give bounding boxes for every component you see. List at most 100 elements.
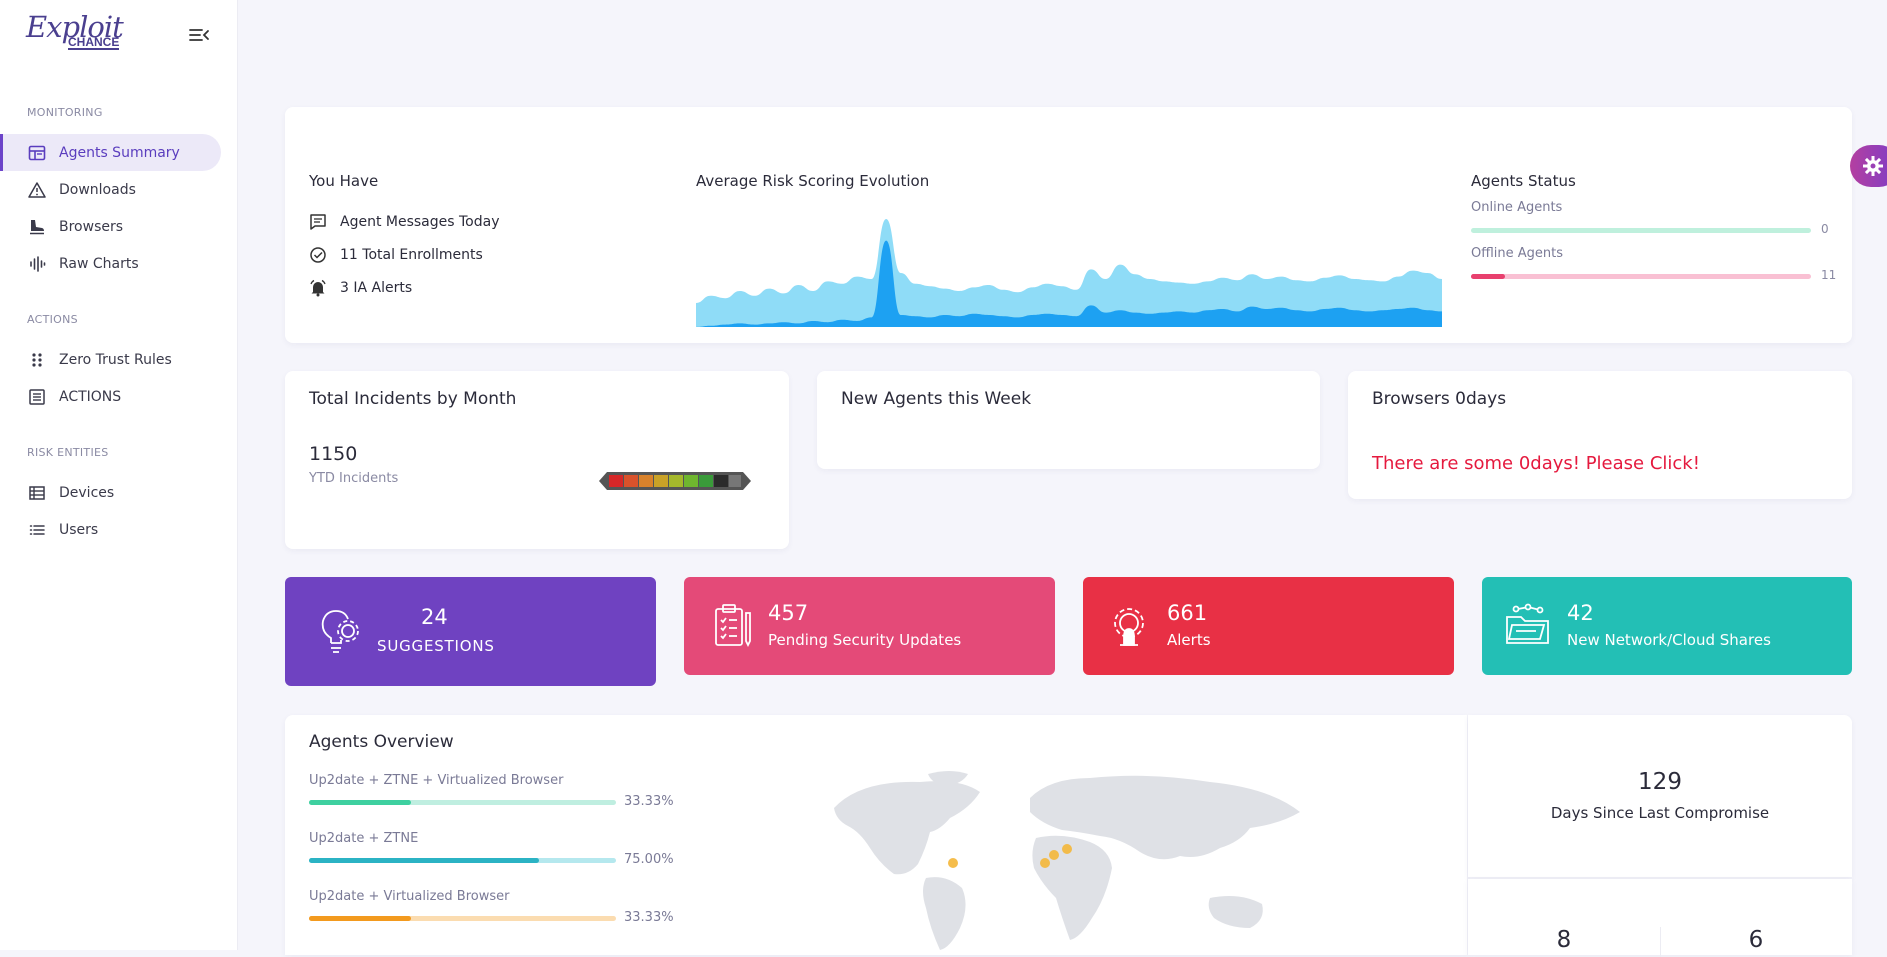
- brand-line1: Exploit: [26, 10, 124, 44]
- suggestions-tile[interactable]: 24 SUGGESTIONS: [285, 577, 656, 686]
- agents-overview-title: Agents Overview: [309, 732, 454, 752]
- compromise-bottom-card: 8 6: [1468, 879, 1852, 957]
- settings-button[interactable]: [1850, 145, 1887, 187]
- risk-gauge-icon: [599, 472, 751, 490]
- incidents-value: 1150: [309, 443, 358, 465]
- offline-agents-value: 11: [1821, 268, 1837, 282]
- bottom-left-value: 8: [1556, 927, 1572, 953]
- you-have-item-enrollments: 11 Total Enrollments: [309, 246, 483, 264]
- overview-row-pct: 75.00%: [624, 852, 674, 867]
- offline-agents-fill: [1471, 274, 1505, 279]
- check-circle-icon: [309, 246, 327, 264]
- overview-row-fill: [309, 858, 540, 863]
- skate-icon: [28, 218, 46, 236]
- online-agents-bar: [1471, 228, 1811, 233]
- overview-row-bar: [309, 800, 616, 805]
- alerts-tile[interactable]: 661 Alerts: [1083, 577, 1454, 675]
- sidebar-item-label: Agents Summary: [59, 144, 180, 161]
- you-have-label: 11 Total Enrollments: [340, 247, 483, 263]
- risk-area-chart: [696, 219, 1442, 327]
- new-agents-title: New Agents this Week: [841, 389, 1032, 409]
- menu-collapse-icon[interactable]: [188, 26, 210, 44]
- security-updates-label: Pending Security Updates: [768, 631, 962, 649]
- network-shares-tile[interactable]: 42 New Network/Cloud Shares: [1482, 577, 1852, 675]
- offline-agents-label: Offline Agents: [1471, 246, 1564, 261]
- section-monitoring: MONITORING: [27, 106, 103, 119]
- section-actions: ACTIONS: [27, 313, 78, 326]
- compromise-value: 129: [1638, 769, 1682, 795]
- you-have-label: Agent Messages Today: [340, 214, 500, 230]
- sidebar-item-label: Downloads: [59, 181, 136, 198]
- alerts-value: 661: [1167, 601, 1208, 625]
- list-icon: [28, 521, 46, 539]
- overview-row-label: Up2date + ZTNE + Virtualized Browser: [309, 773, 564, 788]
- suggestions-label: SUGGESTIONS: [377, 637, 495, 655]
- brand-logo[interactable]: Exploit CHANCE: [26, 10, 146, 52]
- sidebar-item-devices[interactable]: Devices: [0, 474, 221, 511]
- sidebar-item-zero-trust-rules[interactable]: Zero Trust Rules: [0, 341, 221, 378]
- sidebar-item-raw-charts[interactable]: Raw Charts: [0, 245, 221, 282]
- divider: [1660, 927, 1661, 957]
- agents-status-title: Agents Status: [1471, 172, 1576, 190]
- alerts-label: Alerts: [1167, 631, 1211, 649]
- overview-row-pct: 33.33%: [624, 794, 674, 809]
- gear-icon: [1862, 155, 1884, 181]
- world-map: [834, 771, 1300, 950]
- grid-dots-icon: [28, 351, 46, 369]
- folder-share-icon: [1506, 603, 1549, 644]
- overview-row-fill: [309, 800, 412, 805]
- overview-row-pct: 33.33%: [624, 910, 674, 925]
- waveform-icon: [28, 255, 46, 273]
- section-risk-entities: RISK ENTITIES: [27, 446, 109, 459]
- you-have-title: You Have: [309, 172, 379, 190]
- risk-chart-title: Average Risk Scoring Evolution: [696, 172, 930, 190]
- incidents-card: Total Incidents by Month 1150 YTD Incide…: [285, 371, 789, 549]
- clipboard-check-icon: [715, 604, 751, 648]
- online-agents-label: Online Agents: [1471, 200, 1563, 215]
- warning-icon: [28, 181, 46, 199]
- security-updates-tile[interactable]: 457 Pending Security Updates: [684, 577, 1055, 675]
- sidebar-item-agents-summary[interactable]: Agents Summary: [0, 134, 221, 171]
- sidebar-item-label: ACTIONS: [59, 388, 122, 405]
- security-updates-value: 457: [768, 601, 809, 625]
- you-have-label: 3 IA Alerts: [340, 280, 413, 296]
- bell-icon: [309, 279, 327, 297]
- new-agents-card: New Agents this Week: [817, 371, 1320, 469]
- list-box-icon: [28, 388, 46, 406]
- sidebar-item-label: Users: [59, 521, 99, 538]
- online-agents-value: 0: [1821, 222, 1829, 236]
- sidebar-item-label: Zero Trust Rules: [59, 351, 172, 368]
- sidebar: Exploit CHANCE MONITORING Agents Summary…: [0, 0, 237, 950]
- overview-row-label: Up2date + ZTNE: [309, 831, 419, 846]
- sidebar-item-label: Raw Charts: [59, 255, 139, 272]
- sidebar-item-downloads[interactable]: Downloads: [0, 171, 221, 208]
- incidents-label: YTD Incidents: [309, 471, 399, 486]
- overview-row-fill: [309, 916, 412, 921]
- overview-row-label: Up2date + Virtualized Browser: [309, 889, 510, 904]
- you-have-item-alerts: 3 IA Alerts: [309, 279, 412, 297]
- compromise-card: 129 Days Since Last Compromise: [1468, 715, 1852, 877]
- bottom-right-value: 6: [1748, 927, 1764, 953]
- incidents-title: Total Incidents by Month: [309, 389, 517, 409]
- overview-row-bar: [309, 858, 616, 863]
- dashboard-icon: [28, 144, 46, 162]
- network-shares-value: 42: [1567, 601, 1594, 625]
- sidebar-item-label: Browsers: [59, 218, 124, 235]
- brand-line2: CHANCE: [68, 35, 120, 50]
- sidebar-item-browsers[interactable]: Browsers: [0, 208, 221, 245]
- table-icon: [28, 484, 46, 502]
- message-icon: [309, 213, 327, 231]
- gear-alert-icon: [1114, 608, 1144, 646]
- overview-row-bar: [309, 916, 616, 921]
- network-shares-label: New Network/Cloud Shares: [1567, 631, 1771, 649]
- compromise-label: Days Since Last Compromise: [1550, 804, 1770, 822]
- sidebar-item-actions[interactable]: ACTIONS: [0, 378, 221, 415]
- lightbulb-gear-icon: [321, 610, 359, 653]
- zerodays-link[interactable]: There are some 0days! Please Click!: [1372, 453, 1700, 474]
- zerodays-title: Browsers 0days: [1372, 389, 1507, 409]
- you-have-item-messages: Agent Messages Today: [309, 213, 499, 231]
- zerodays-card[interactable]: Browsers 0days There are some 0days! Ple…: [1348, 371, 1852, 499]
- offline-agents-bar: [1471, 274, 1811, 279]
- summary-card: You Have Agent Messages Today 11 Total E…: [285, 107, 1852, 343]
- sidebar-item-users[interactable]: Users: [0, 511, 221, 548]
